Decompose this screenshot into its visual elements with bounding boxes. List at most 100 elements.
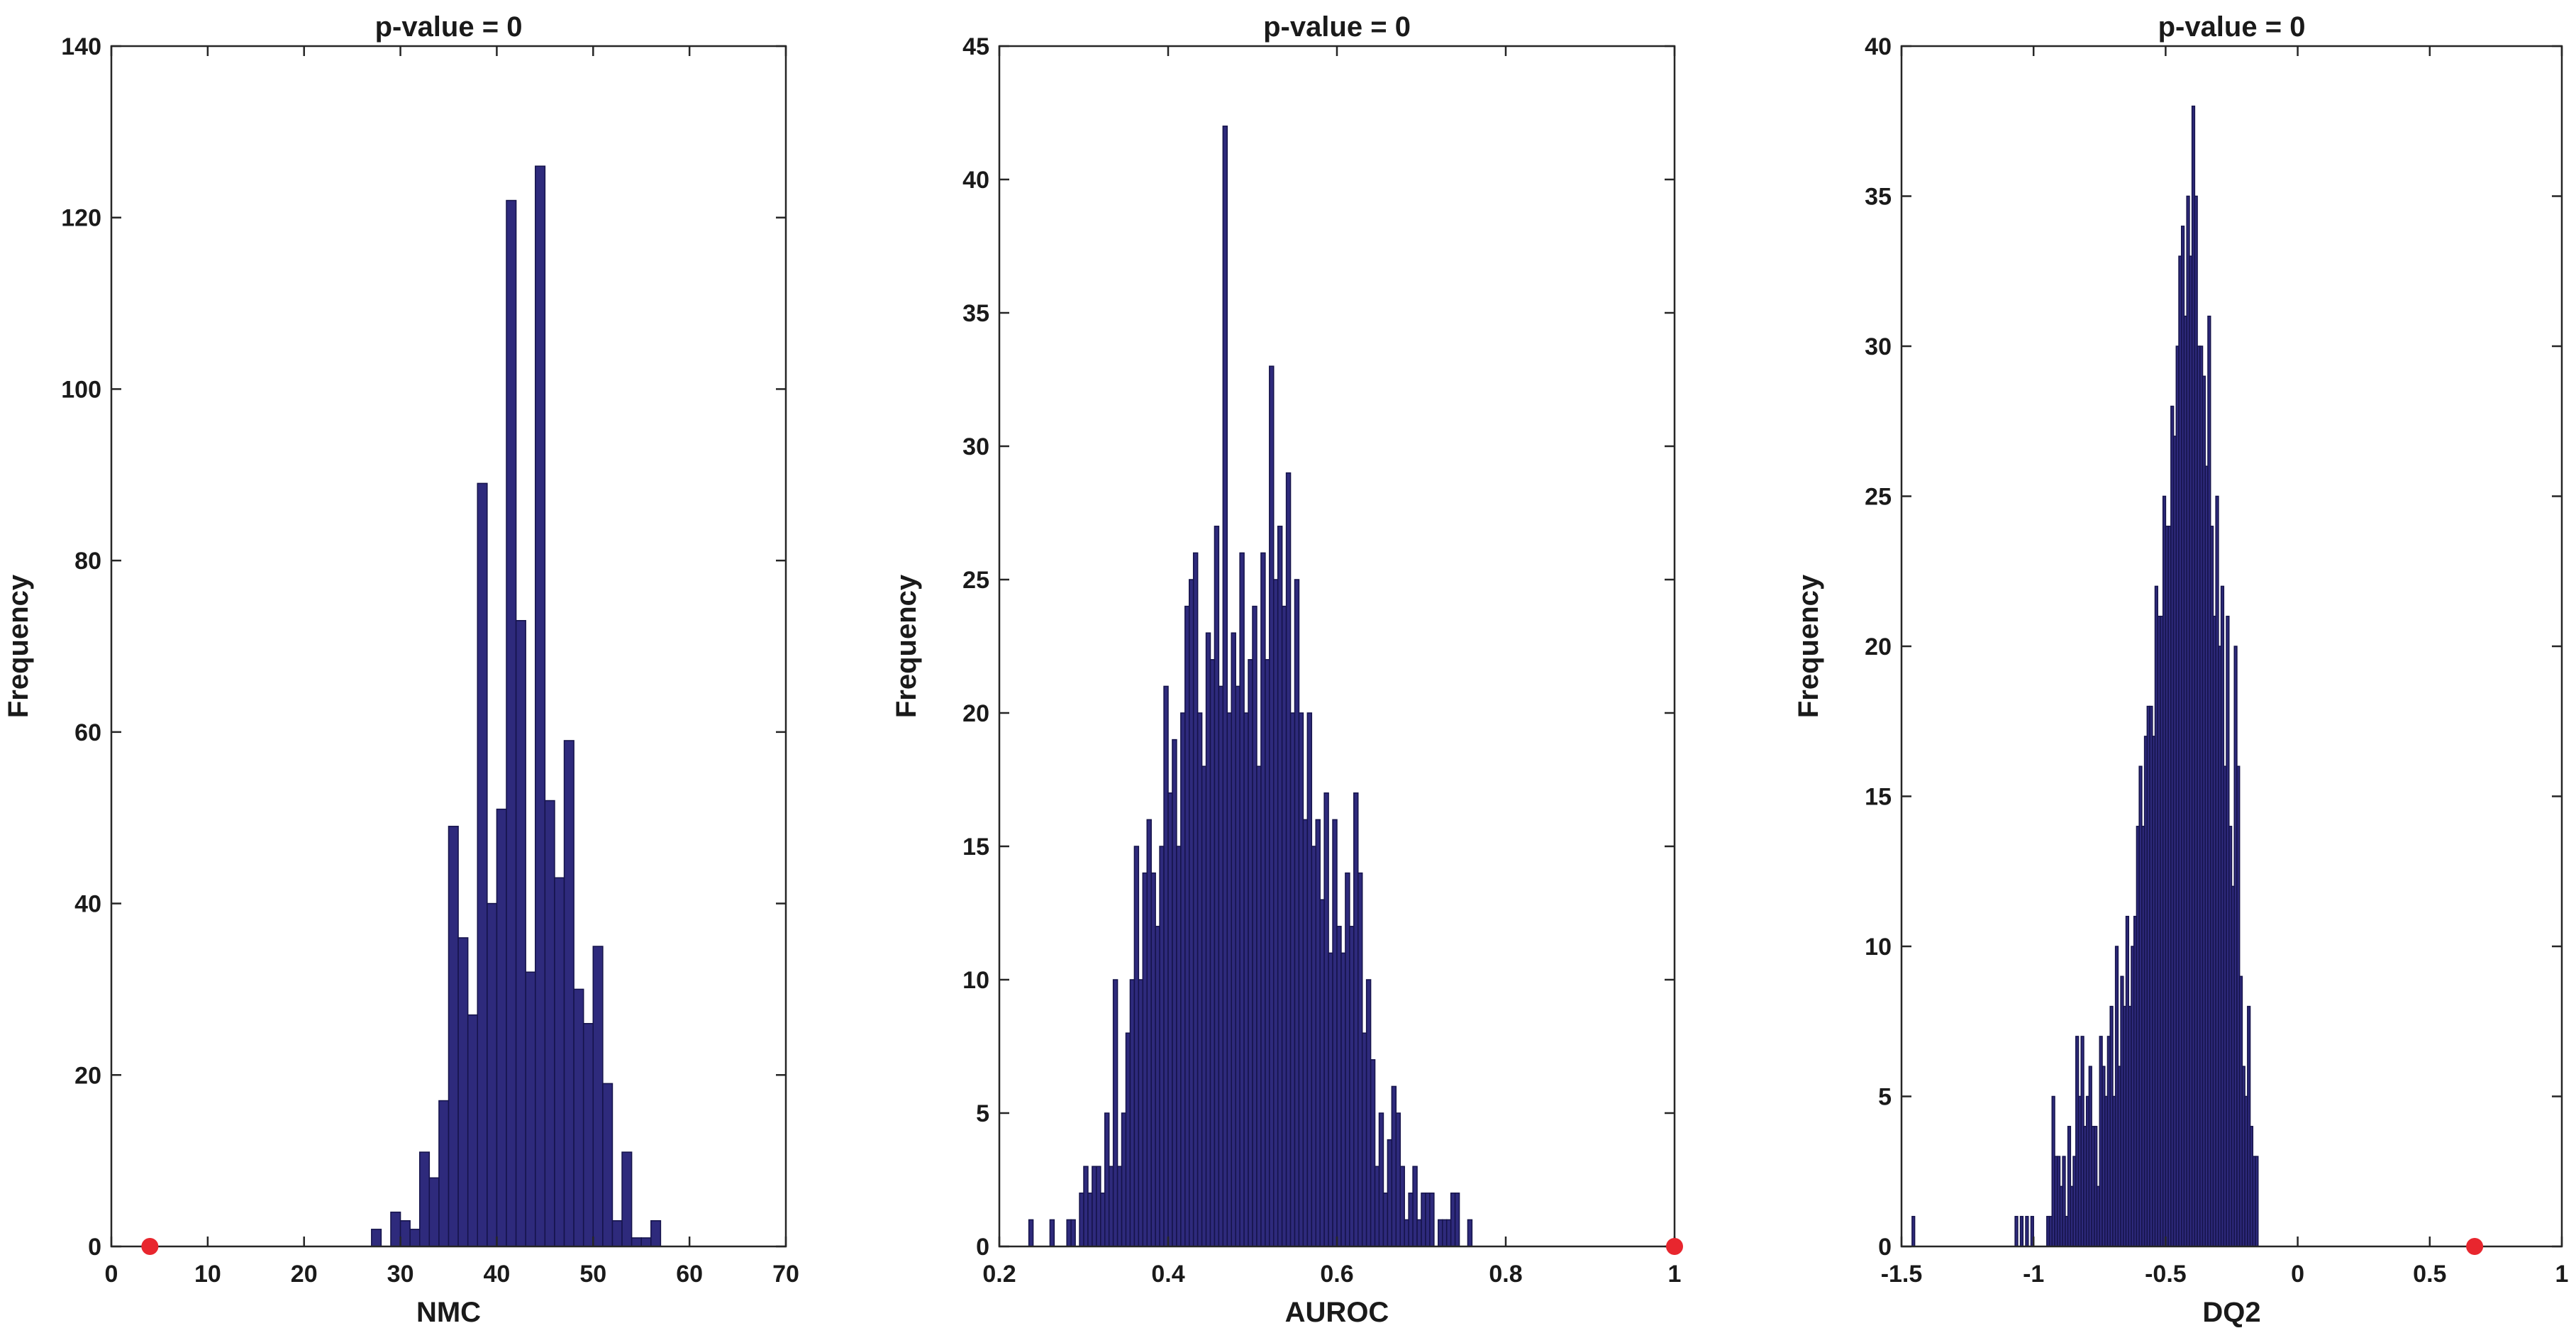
histogram-bar xyxy=(1121,1112,1127,1247)
histogram-bar xyxy=(1142,872,1148,1247)
histogram-bar xyxy=(1445,1219,1452,1247)
histogram-bar xyxy=(1116,1166,1123,1247)
histogram-bar xyxy=(2025,1215,2029,1247)
x-tick-label: 0 xyxy=(105,1261,118,1288)
y-tick-label: 15 xyxy=(962,834,989,861)
histogram-bar xyxy=(1138,979,1144,1247)
histogram-bar xyxy=(1277,526,1283,1247)
y-tick-label: 60 xyxy=(74,719,101,746)
histogram-bar xyxy=(1399,1166,1405,1247)
x-tick-label: 1 xyxy=(2555,1261,2569,1288)
histogram-bar xyxy=(1112,979,1118,1247)
histogram-bar xyxy=(371,1229,382,1247)
y-axis-label: Frequency xyxy=(1793,574,1824,718)
histogram-bar xyxy=(1176,846,1182,1247)
histogram-bar xyxy=(1079,1193,1084,1247)
x-tick-label: 0.4 xyxy=(1151,1261,1184,1288)
histogram-bar xyxy=(1378,1112,1384,1247)
y-tick-label: 40 xyxy=(962,167,989,194)
y-tick-label: 80 xyxy=(74,548,101,575)
panel-title: p-value = 0 xyxy=(2158,11,2306,43)
y-tick-label: 15 xyxy=(1865,784,1892,811)
y-tick-label: 30 xyxy=(1865,333,1892,360)
x-tick-label: 0.8 xyxy=(1489,1261,1522,1288)
histogram-panel-1: 0 10 20 30 40 50 60 70 0 20 40 60 80 100 120 140 p-value… xyxy=(3,11,799,1328)
histogram-bar xyxy=(1395,1112,1401,1247)
histogram-bar xyxy=(1353,792,1359,1247)
x-tick-label: 40 xyxy=(484,1261,511,1288)
histogram-bar xyxy=(1189,579,1194,1247)
histogram-bar xyxy=(409,1229,421,1247)
histogram-bar xyxy=(1281,605,1287,1247)
observed-value-marker xyxy=(2466,1238,2484,1255)
histogram-bar xyxy=(1159,846,1165,1247)
histogram-bar xyxy=(1319,899,1325,1247)
histogram-bar xyxy=(1323,792,1329,1247)
x-tick-label: -1 xyxy=(2023,1261,2044,1288)
y-tick-label: 20 xyxy=(1865,634,1892,660)
histogram-bar xyxy=(1306,712,1313,1247)
histogram-bar xyxy=(1269,365,1275,1247)
histogram-bar xyxy=(1028,1219,1034,1247)
histogram-bar xyxy=(573,988,584,1247)
histogram-bar xyxy=(1201,765,1207,1247)
y-tick-label: 30 xyxy=(962,433,989,460)
histogram-bar xyxy=(448,826,459,1247)
histogram-bar xyxy=(496,808,507,1247)
histogram-bar xyxy=(1133,846,1140,1247)
x-tick-label: 10 xyxy=(194,1261,221,1288)
histogram-bar xyxy=(1387,1139,1393,1247)
y-tick-label: 100 xyxy=(61,376,101,403)
x-tick-label: 20 xyxy=(291,1261,318,1288)
histogram-bar xyxy=(1416,1219,1422,1247)
histogram-bar xyxy=(1092,1166,1097,1247)
x-tick-label: 60 xyxy=(676,1261,703,1288)
histogram-bar xyxy=(1391,1085,1397,1247)
histogram-bar xyxy=(563,740,574,1247)
histogram-bar xyxy=(1265,659,1270,1247)
histogram-bar xyxy=(1328,952,1333,1247)
y-tick-label: 20 xyxy=(74,1062,101,1089)
histogram-bar xyxy=(1294,579,1300,1247)
panel-title: p-value = 0 xyxy=(1263,11,1411,43)
y-tick-label: 0 xyxy=(976,1234,989,1261)
y-tick-label: 10 xyxy=(1865,934,1892,961)
histogram-bar xyxy=(467,1014,479,1247)
histogram-bar xyxy=(1412,1166,1418,1247)
histogram-bar xyxy=(1345,872,1350,1247)
histogram-bar xyxy=(1256,765,1262,1247)
y-tick-label: 10 xyxy=(962,967,989,994)
histogram-bar xyxy=(1087,1193,1093,1247)
histogram-bar xyxy=(582,1023,594,1247)
y-tick-label: 0 xyxy=(88,1234,101,1261)
x-axis-label: AUROC xyxy=(1285,1297,1389,1328)
histogram-bar xyxy=(515,619,526,1247)
histogram-bar xyxy=(1404,1219,1409,1247)
histogram-bar xyxy=(631,1237,642,1247)
histogram-bar xyxy=(390,1211,401,1247)
x-tick-label: 0.6 xyxy=(1320,1261,1353,1288)
histogram-bar xyxy=(1450,1193,1456,1247)
histogram-bar xyxy=(1361,1032,1367,1247)
histogram-bar xyxy=(1289,712,1296,1247)
y-tick-label: 25 xyxy=(1865,484,1892,511)
y-tick-label: 5 xyxy=(1878,1084,1892,1111)
histogram-bar xyxy=(2019,1215,2024,1247)
x-tick-label: 70 xyxy=(772,1261,799,1288)
y-tick-label: 45 xyxy=(962,33,989,60)
histogram-bar xyxy=(544,800,555,1247)
x-tick-label: 0 xyxy=(2291,1261,2304,1288)
histogram-bar xyxy=(1315,819,1321,1247)
y-tick-label: 40 xyxy=(74,891,101,918)
histogram-bar xyxy=(1150,872,1156,1247)
histogram-bar xyxy=(1302,819,1309,1247)
histogram-bar xyxy=(1332,819,1338,1247)
y-tick-label: 140 xyxy=(61,33,101,60)
histogram-bar xyxy=(1248,659,1253,1247)
histogram-bar xyxy=(1349,926,1355,1247)
histogram-bar xyxy=(1205,632,1211,1247)
histogram-bar xyxy=(1125,1032,1131,1247)
histogram-bar xyxy=(1382,1193,1389,1247)
